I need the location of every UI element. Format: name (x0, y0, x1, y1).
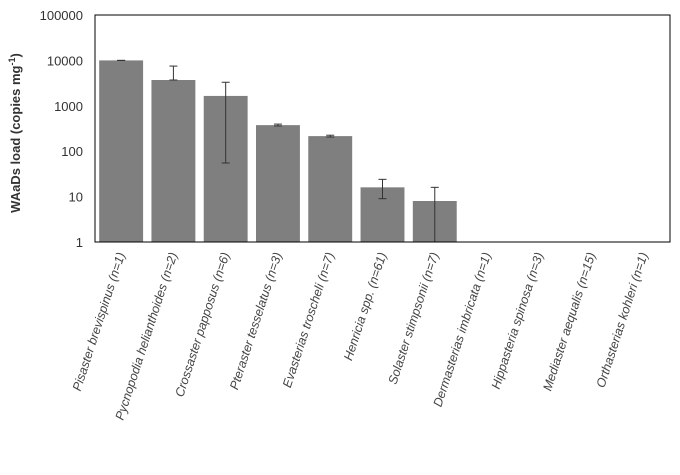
error-bars (117, 59, 439, 243)
y-axis-label-text: WAaDs load (copies mg (8, 65, 23, 212)
category-species: Mediaster aequalis (540, 285, 587, 392)
y-axis-tick-labels: 1 10 100 1000 10000 100000 (40, 8, 83, 250)
y-tick-label: 10 (69, 190, 83, 205)
category-species: Pteraster tesselatus (227, 279, 276, 392)
x-category-label: Mediaster aequalis (n=15) (540, 251, 598, 393)
y-axis-label-superscript: -1 (7, 57, 17, 65)
category-species: Crossaster papposus (173, 279, 224, 399)
x-category-label: Evasterias troscheli (n=7) (280, 251, 337, 390)
x-category-label: Crossaster papposus (n=6) (173, 251, 233, 399)
bar (99, 60, 144, 243)
category-sample-size: (n=1) (471, 251, 493, 283)
category-sample-size: (n=1) (106, 251, 128, 283)
x-category-label: Pisaster brevispinus (n=1) (70, 251, 128, 393)
y-tick-label: 100 (61, 144, 83, 159)
y-tick-label: 100000 (40, 8, 83, 23)
category-species: Solaster stimpsonii (386, 279, 433, 386)
x-category-label: Orthasterias kohleri (n=1) (594, 251, 651, 390)
x-category-label: Dermasterias imbricata (n=1) (431, 251, 494, 409)
category-sample-size: (n=7) (315, 251, 337, 283)
category-species: Dermasterias imbricata (431, 279, 485, 409)
bars (99, 60, 457, 243)
category-species: Hippasteria spinosa (489, 279, 537, 391)
y-tick-label: 10000 (47, 53, 83, 68)
x-category-label: Pycnopodia helianthoides (n=2) (113, 251, 181, 422)
category-sample-size: (n=2) (158, 251, 180, 283)
category-species: Evasterias troscheli (280, 279, 328, 390)
category-sample-size: (n=7) (419, 251, 441, 283)
category-species: Pycnopodia helianthoides (113, 279, 171, 422)
category-species: Henricia spp. (341, 285, 378, 362)
category-sample-size: (n=15) (574, 251, 599, 290)
category-sample-size: (n=1) (628, 251, 650, 283)
plot-area-frame (94, 14, 671, 243)
x-category-label: Hippasteria spinosa (n=3) (489, 251, 546, 391)
category-sample-size: (n=61) (365, 251, 390, 290)
bar (256, 125, 300, 242)
x-category-label: Pteraster tesselatus (n=3) (227, 251, 285, 392)
x-category-label: Solaster stimpsonii (n=7) (386, 251, 442, 386)
category-sample-size: (n=6) (210, 251, 232, 283)
category-sample-size: (n=3) (262, 251, 284, 283)
x-axis-category-labels: Pisaster brevispinus (n=1)Pycnopodia hel… (70, 251, 651, 422)
x-category-label: Henricia spp. (n=61) (341, 251, 389, 363)
y-tick-label: 1 (76, 235, 83, 250)
y-axis-label-close: ) (8, 53, 23, 57)
bar (151, 80, 196, 243)
bar (308, 136, 353, 242)
category-species: Orthasterias kohleri (594, 279, 642, 390)
category-sample-size: (n=3) (524, 251, 546, 283)
y-tick-label: 1000 (54, 99, 83, 114)
y-axis-label: WAaDs load (copies mg-1) (7, 53, 23, 213)
category-species: Pisaster brevispinus (70, 279, 119, 393)
